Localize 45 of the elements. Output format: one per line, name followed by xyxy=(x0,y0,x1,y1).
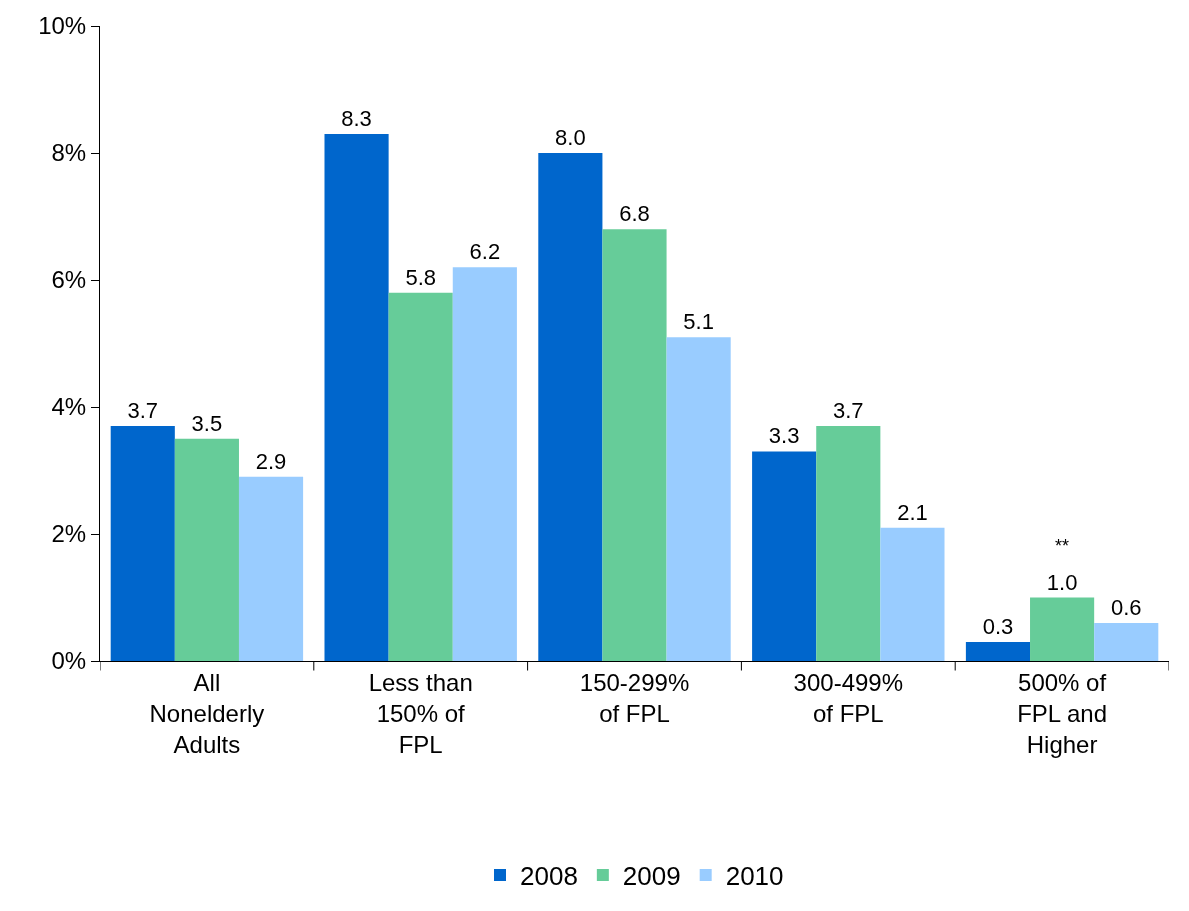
bar xyxy=(965,641,1031,661)
bar xyxy=(538,153,603,661)
x-tick-label: Less than 150% of FPL xyxy=(368,668,473,759)
x-tick-label: 300-499% of FPL xyxy=(793,668,904,727)
data-label: 6.2 xyxy=(469,239,501,265)
data-label: 6.8 xyxy=(619,201,650,227)
x-tick-label: 500% of FPL and Higher xyxy=(1017,668,1108,759)
y-tick-label: 4% xyxy=(51,393,87,421)
legend-label: 2008 xyxy=(520,861,578,892)
bar xyxy=(752,451,817,661)
data-label: 5.1 xyxy=(683,309,714,335)
data-label: 8.0 xyxy=(555,125,586,150)
bar xyxy=(174,438,239,661)
data-label: 2.1 xyxy=(897,499,928,525)
bar xyxy=(452,267,517,661)
y-tick-label: 6% xyxy=(51,266,87,294)
data-label: 0.6 xyxy=(1110,594,1142,620)
legend-label: 2009 xyxy=(622,861,681,892)
bar xyxy=(880,527,945,661)
y-tick-label: 0% xyxy=(51,647,87,675)
bar xyxy=(602,229,667,661)
annotation: ** xyxy=(1055,536,1070,556)
y-tick-label: 8% xyxy=(51,139,87,167)
y-tick-label: 10% xyxy=(38,12,87,40)
legend-label: 2010 xyxy=(725,861,784,892)
bar xyxy=(1094,622,1159,661)
data-label: 0.3 xyxy=(982,613,1014,639)
bar xyxy=(816,426,881,661)
x-tick-label: 150-299% of FPL xyxy=(579,668,690,727)
bar xyxy=(666,337,731,661)
bar xyxy=(1030,597,1095,661)
bar xyxy=(238,476,304,661)
data-label: 3.7 xyxy=(833,398,864,424)
bar xyxy=(388,292,453,661)
bar xyxy=(110,426,175,661)
data-label: 8.3 xyxy=(341,105,372,131)
y-tick-label: 2% xyxy=(51,520,87,548)
data-label: 5.8 xyxy=(405,264,436,290)
data-label: 3.5 xyxy=(191,410,223,436)
data-label: 3.3 xyxy=(768,423,800,449)
bar xyxy=(324,133,389,661)
data-label: 2.9 xyxy=(255,448,287,474)
x-tick-label: All Nonelderly Adults xyxy=(149,668,265,759)
data-label: 1.0 xyxy=(1046,569,1078,595)
data-label: 3.7 xyxy=(127,398,159,424)
